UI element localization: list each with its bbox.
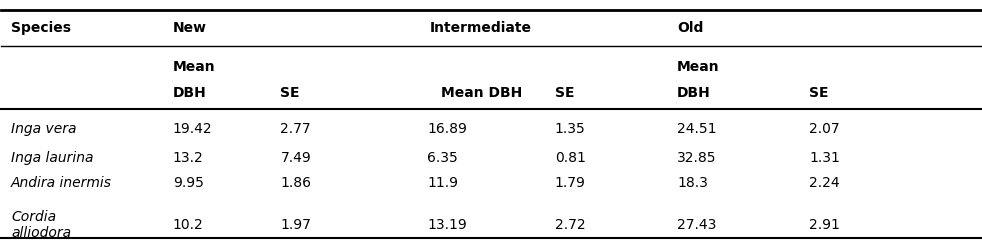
Text: 2.24: 2.24 (809, 176, 840, 190)
Text: 32.85: 32.85 (677, 151, 717, 165)
Text: Cordia
alliodora: Cordia alliodora (11, 210, 72, 240)
Text: Andira inermis: Andira inermis (11, 176, 112, 190)
Text: 13.2: 13.2 (173, 151, 203, 165)
Text: 6.35: 6.35 (427, 151, 458, 165)
Text: 1.97: 1.97 (281, 218, 311, 232)
Text: Mean: Mean (677, 60, 720, 74)
Text: 1.35: 1.35 (555, 122, 585, 136)
Text: 24.51: 24.51 (677, 122, 717, 136)
Text: 16.89: 16.89 (427, 122, 467, 136)
Text: Mean DBH: Mean DBH (441, 86, 521, 100)
Text: SE: SE (809, 86, 829, 100)
Text: SE: SE (281, 86, 300, 100)
Text: 19.42: 19.42 (173, 122, 212, 136)
Text: 0.81: 0.81 (555, 151, 585, 165)
Text: Old: Old (677, 21, 703, 35)
Text: 2.91: 2.91 (809, 218, 841, 232)
Text: Inga laurina: Inga laurina (11, 151, 93, 165)
Text: 2.07: 2.07 (809, 122, 840, 136)
Text: 2.72: 2.72 (555, 218, 585, 232)
Text: SE: SE (555, 86, 574, 100)
Text: 27.43: 27.43 (677, 218, 717, 232)
Text: 10.2: 10.2 (173, 218, 203, 232)
Text: Inga vera: Inga vera (11, 122, 77, 136)
Text: 13.19: 13.19 (427, 218, 467, 232)
Text: 2.77: 2.77 (281, 122, 311, 136)
Text: Species: Species (11, 21, 71, 35)
Text: New: New (173, 21, 207, 35)
Text: 11.9: 11.9 (427, 176, 459, 190)
Text: 18.3: 18.3 (677, 176, 708, 190)
Text: 1.86: 1.86 (281, 176, 311, 190)
Text: DBH: DBH (677, 86, 711, 100)
Text: 7.49: 7.49 (281, 151, 311, 165)
Text: Intermediate: Intermediate (430, 21, 532, 35)
Text: Mean: Mean (173, 60, 215, 74)
Text: 1.79: 1.79 (555, 176, 585, 190)
Text: 1.31: 1.31 (809, 151, 841, 165)
Text: 9.95: 9.95 (173, 176, 203, 190)
Text: DBH: DBH (173, 86, 206, 100)
